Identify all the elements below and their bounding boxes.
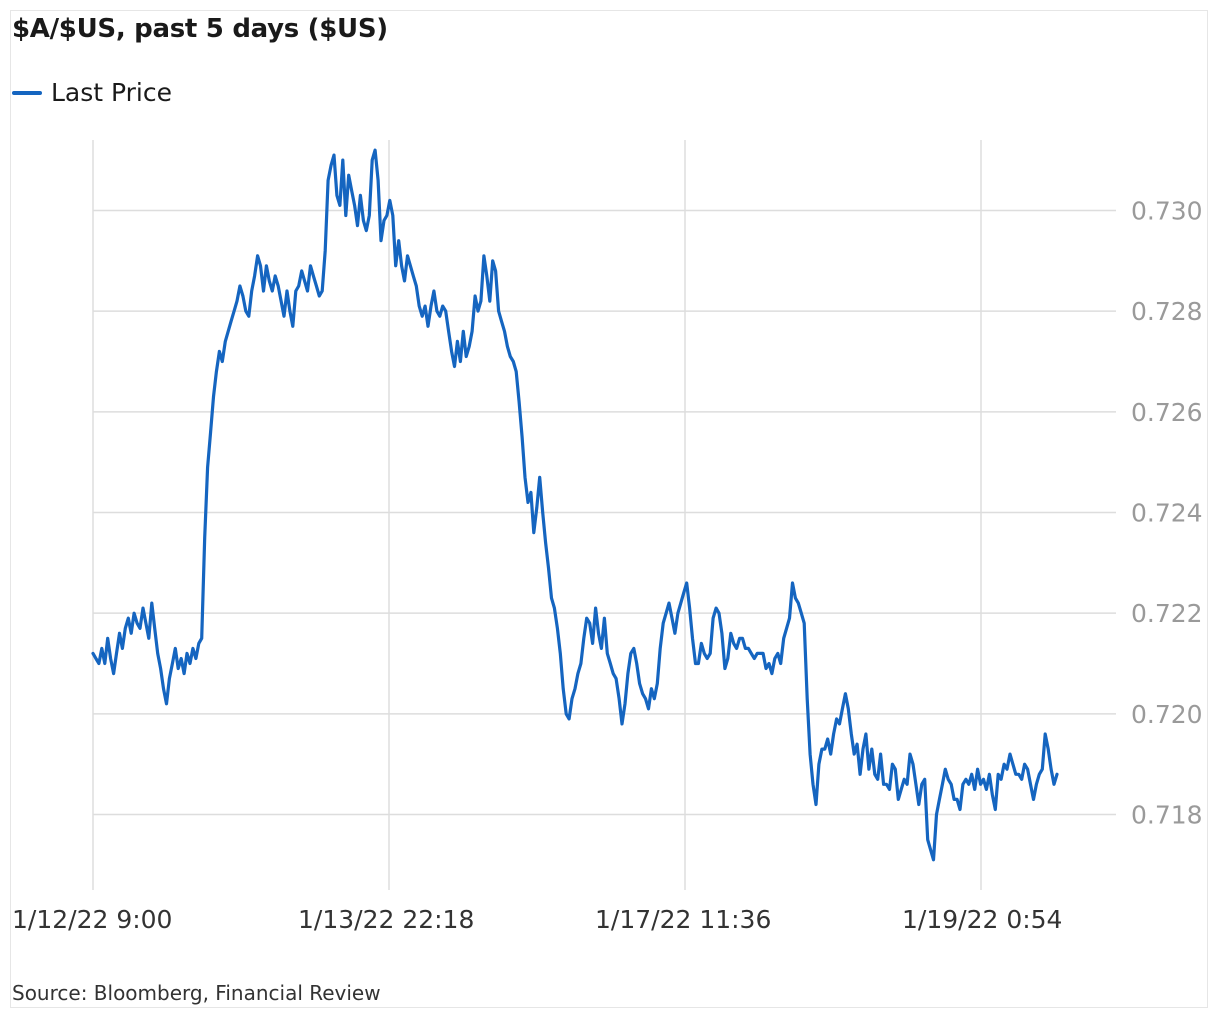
y-tick-label: 0.726 [1131, 398, 1203, 427]
y-tick-label: 0.730 [1131, 196, 1203, 225]
chart-frame [10, 10, 1208, 1008]
x-tick-label: 1/13/22 22:18 [298, 905, 474, 934]
horizontal-gridlines [93, 209, 1116, 816]
chart-title: $A/$US, past 5 days ($US) [12, 14, 388, 44]
legend-swatch [12, 90, 42, 95]
y-tick-label: 0.718 [1131, 801, 1203, 830]
vertical-gridlines [92, 140, 982, 890]
y-tick-label: 0.728 [1131, 297, 1203, 326]
x-tick-label: 1/19/22 0:54 [902, 905, 1062, 934]
y-tick-label: 0.720 [1131, 700, 1203, 729]
x-tick-label: 1/17/22 11:36 [595, 905, 771, 934]
series-line-last-price [91, 148, 1059, 862]
y-axis-tick-labels: 0.718 0.720 0.722 0.724 0.726 0.728 0.730 [1131, 196, 1203, 829]
x-axis-tick-labels: 1/12/22 9:00 1/13/22 22:18 1/17/22 11:36 1/… [12, 905, 1062, 934]
x-tick-label: 1/12/22 9:00 [12, 905, 172, 934]
source-note: Source: Bloomberg, Financial Review [12, 981, 381, 1005]
legend: Last Price [12, 78, 172, 107]
y-tick-label: 0.722 [1131, 599, 1203, 628]
legend-label: Last Price [51, 78, 173, 107]
y-tick-label: 0.724 [1131, 499, 1203, 528]
